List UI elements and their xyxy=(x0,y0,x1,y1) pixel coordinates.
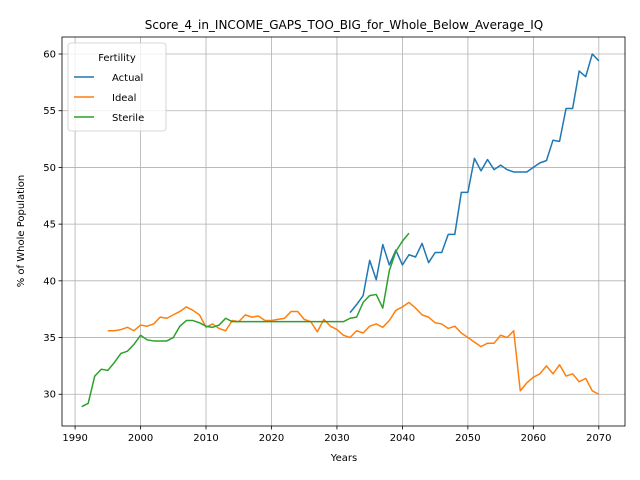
series-lines xyxy=(81,53,600,408)
grid xyxy=(62,37,625,426)
x-axis-title: Years xyxy=(330,453,357,464)
x-tick-label: 2020 xyxy=(259,433,284,444)
legend-label-ideal: Ideal xyxy=(112,93,136,104)
y-tick-label: 35 xyxy=(43,333,56,344)
y-tick-label: 45 xyxy=(43,220,56,231)
axis-ticks: 1990 2000 2010 2020 2030 2040 2050 2060 2070 30 35… xyxy=(43,50,611,444)
y-axis-title: % of Whole Population xyxy=(16,175,27,288)
x-tick-label: 2000 xyxy=(128,433,153,444)
x-tick-label: 2050 xyxy=(455,433,480,444)
y-tick-label: 60 xyxy=(43,50,56,61)
x-tick-label: 2070 xyxy=(586,433,611,444)
x-tick-label: 2010 xyxy=(193,433,218,444)
legend-label-actual: Actual xyxy=(112,73,143,84)
x-tick-label: 2060 xyxy=(521,433,546,444)
legend-title: Fertility xyxy=(98,53,136,64)
series-line-ideal xyxy=(107,301,600,395)
y-tick-label: 55 xyxy=(43,106,56,117)
y-tick-label: 30 xyxy=(43,390,56,401)
x-tick-label: 2030 xyxy=(324,433,349,444)
chart-title: Score_4_in_INCOME_GAPS_TOO_BIG_for_Whole… xyxy=(145,18,544,32)
legend-label-sterile: Sterile xyxy=(112,113,144,124)
x-tick-label: 2040 xyxy=(390,433,415,444)
series-line-actual xyxy=(349,53,600,314)
legend-box xyxy=(67,42,167,132)
plot-frame xyxy=(61,36,626,427)
legend: Fertility Actual Ideal Sterile xyxy=(67,42,167,132)
x-tick-label: 1990 xyxy=(62,433,87,444)
series-line-sterile xyxy=(81,232,410,408)
y-tick-label: 50 xyxy=(43,163,56,174)
y-tick-label: 40 xyxy=(43,276,56,287)
